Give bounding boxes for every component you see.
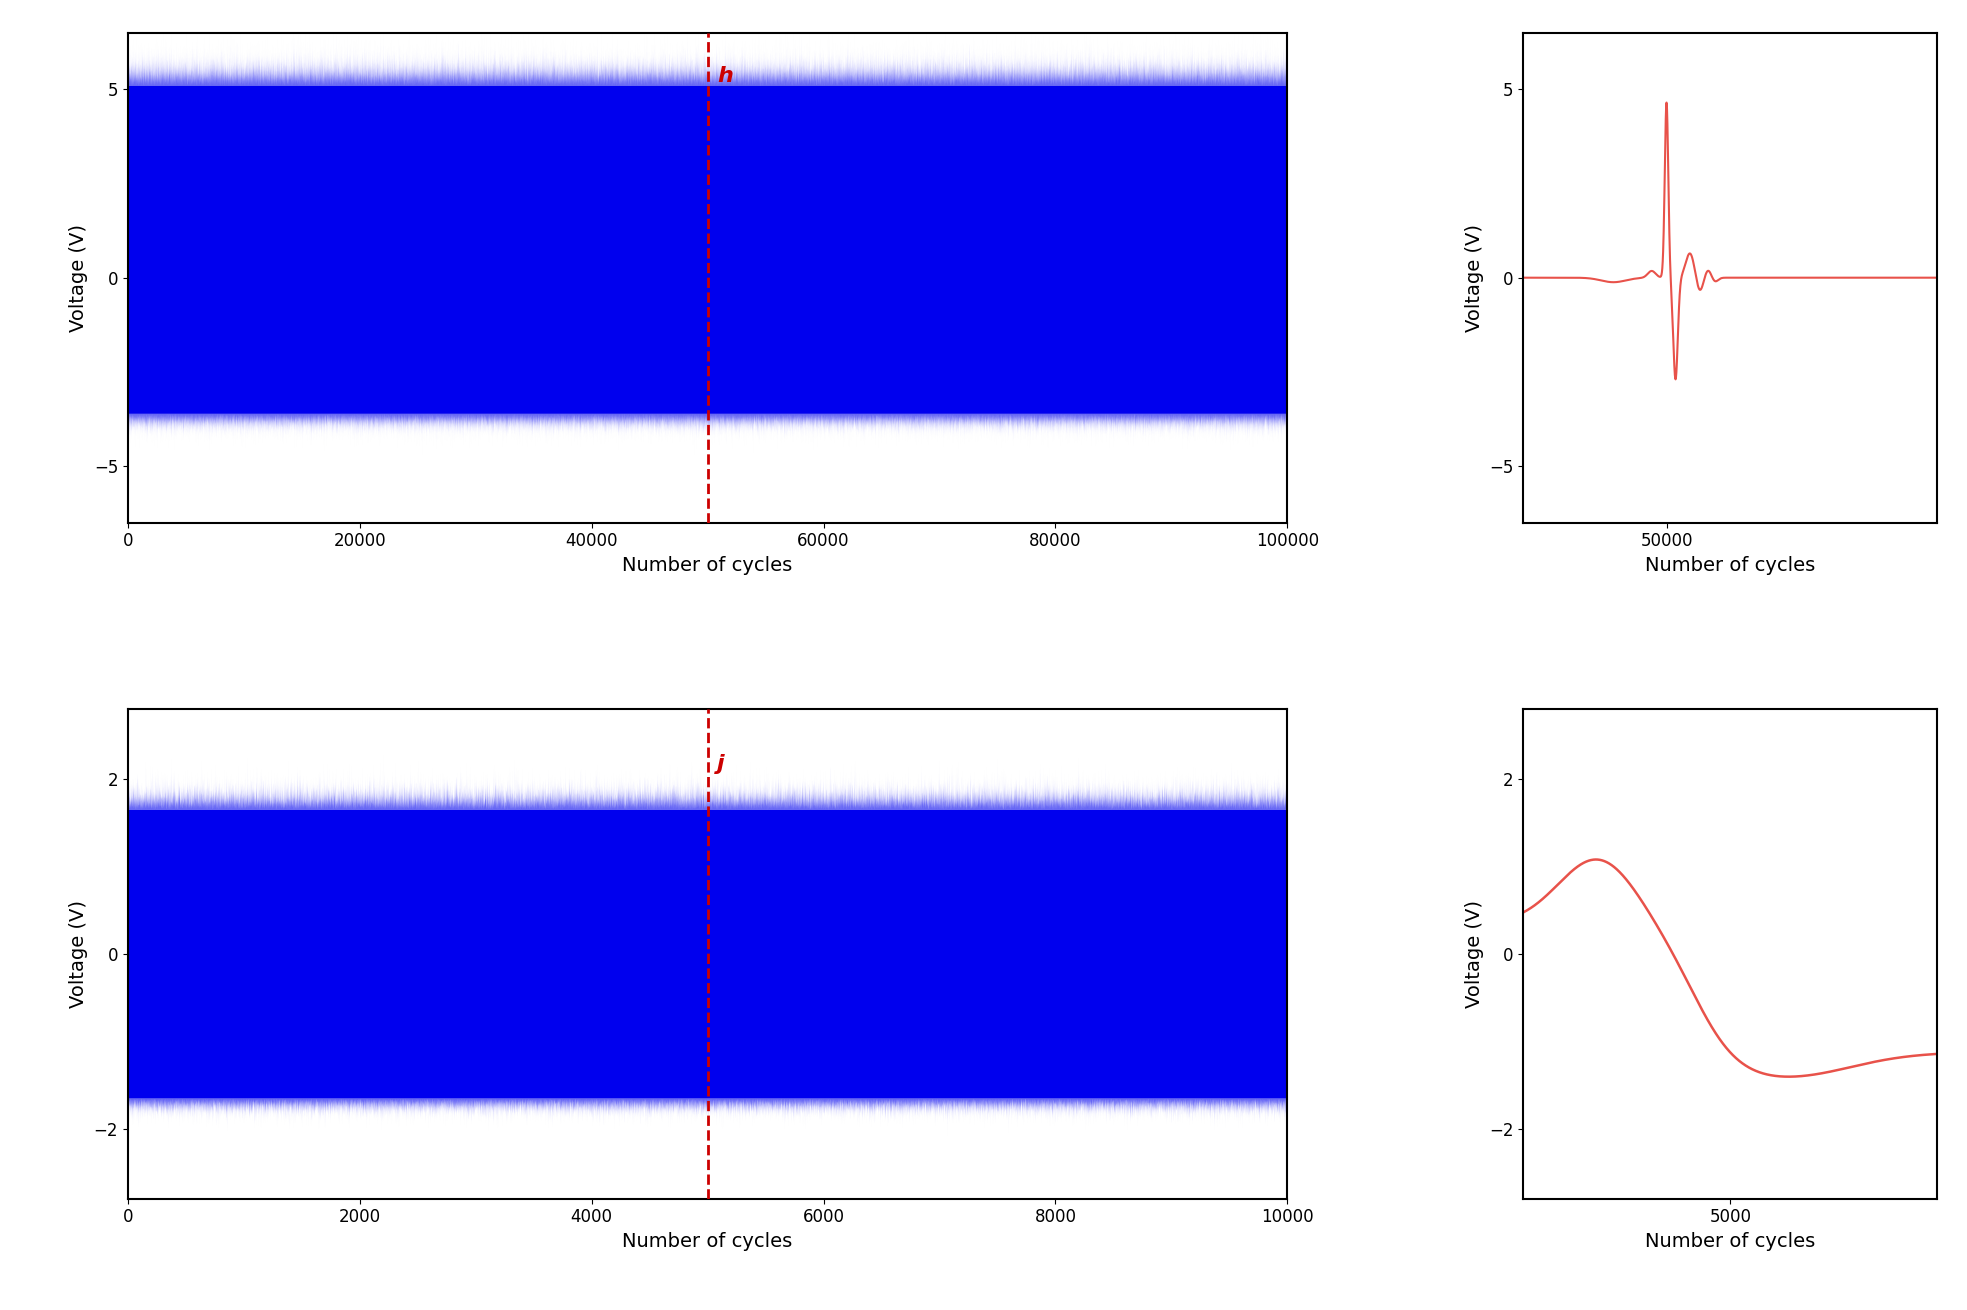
Text: j: j <box>716 755 724 774</box>
Text: h: h <box>716 66 734 85</box>
Y-axis label: Voltage (V): Voltage (V) <box>1465 224 1483 331</box>
Y-axis label: Voltage (V): Voltage (V) <box>69 224 89 331</box>
X-axis label: Number of cycles: Number of cycles <box>1644 1231 1816 1251</box>
Y-axis label: Voltage (V): Voltage (V) <box>69 900 89 1007</box>
X-axis label: Number of cycles: Number of cycles <box>622 555 793 575</box>
X-axis label: Number of cycles: Number of cycles <box>622 1231 793 1251</box>
X-axis label: Number of cycles: Number of cycles <box>1644 555 1816 575</box>
Y-axis label: Voltage (V): Voltage (V) <box>1465 900 1483 1007</box>
